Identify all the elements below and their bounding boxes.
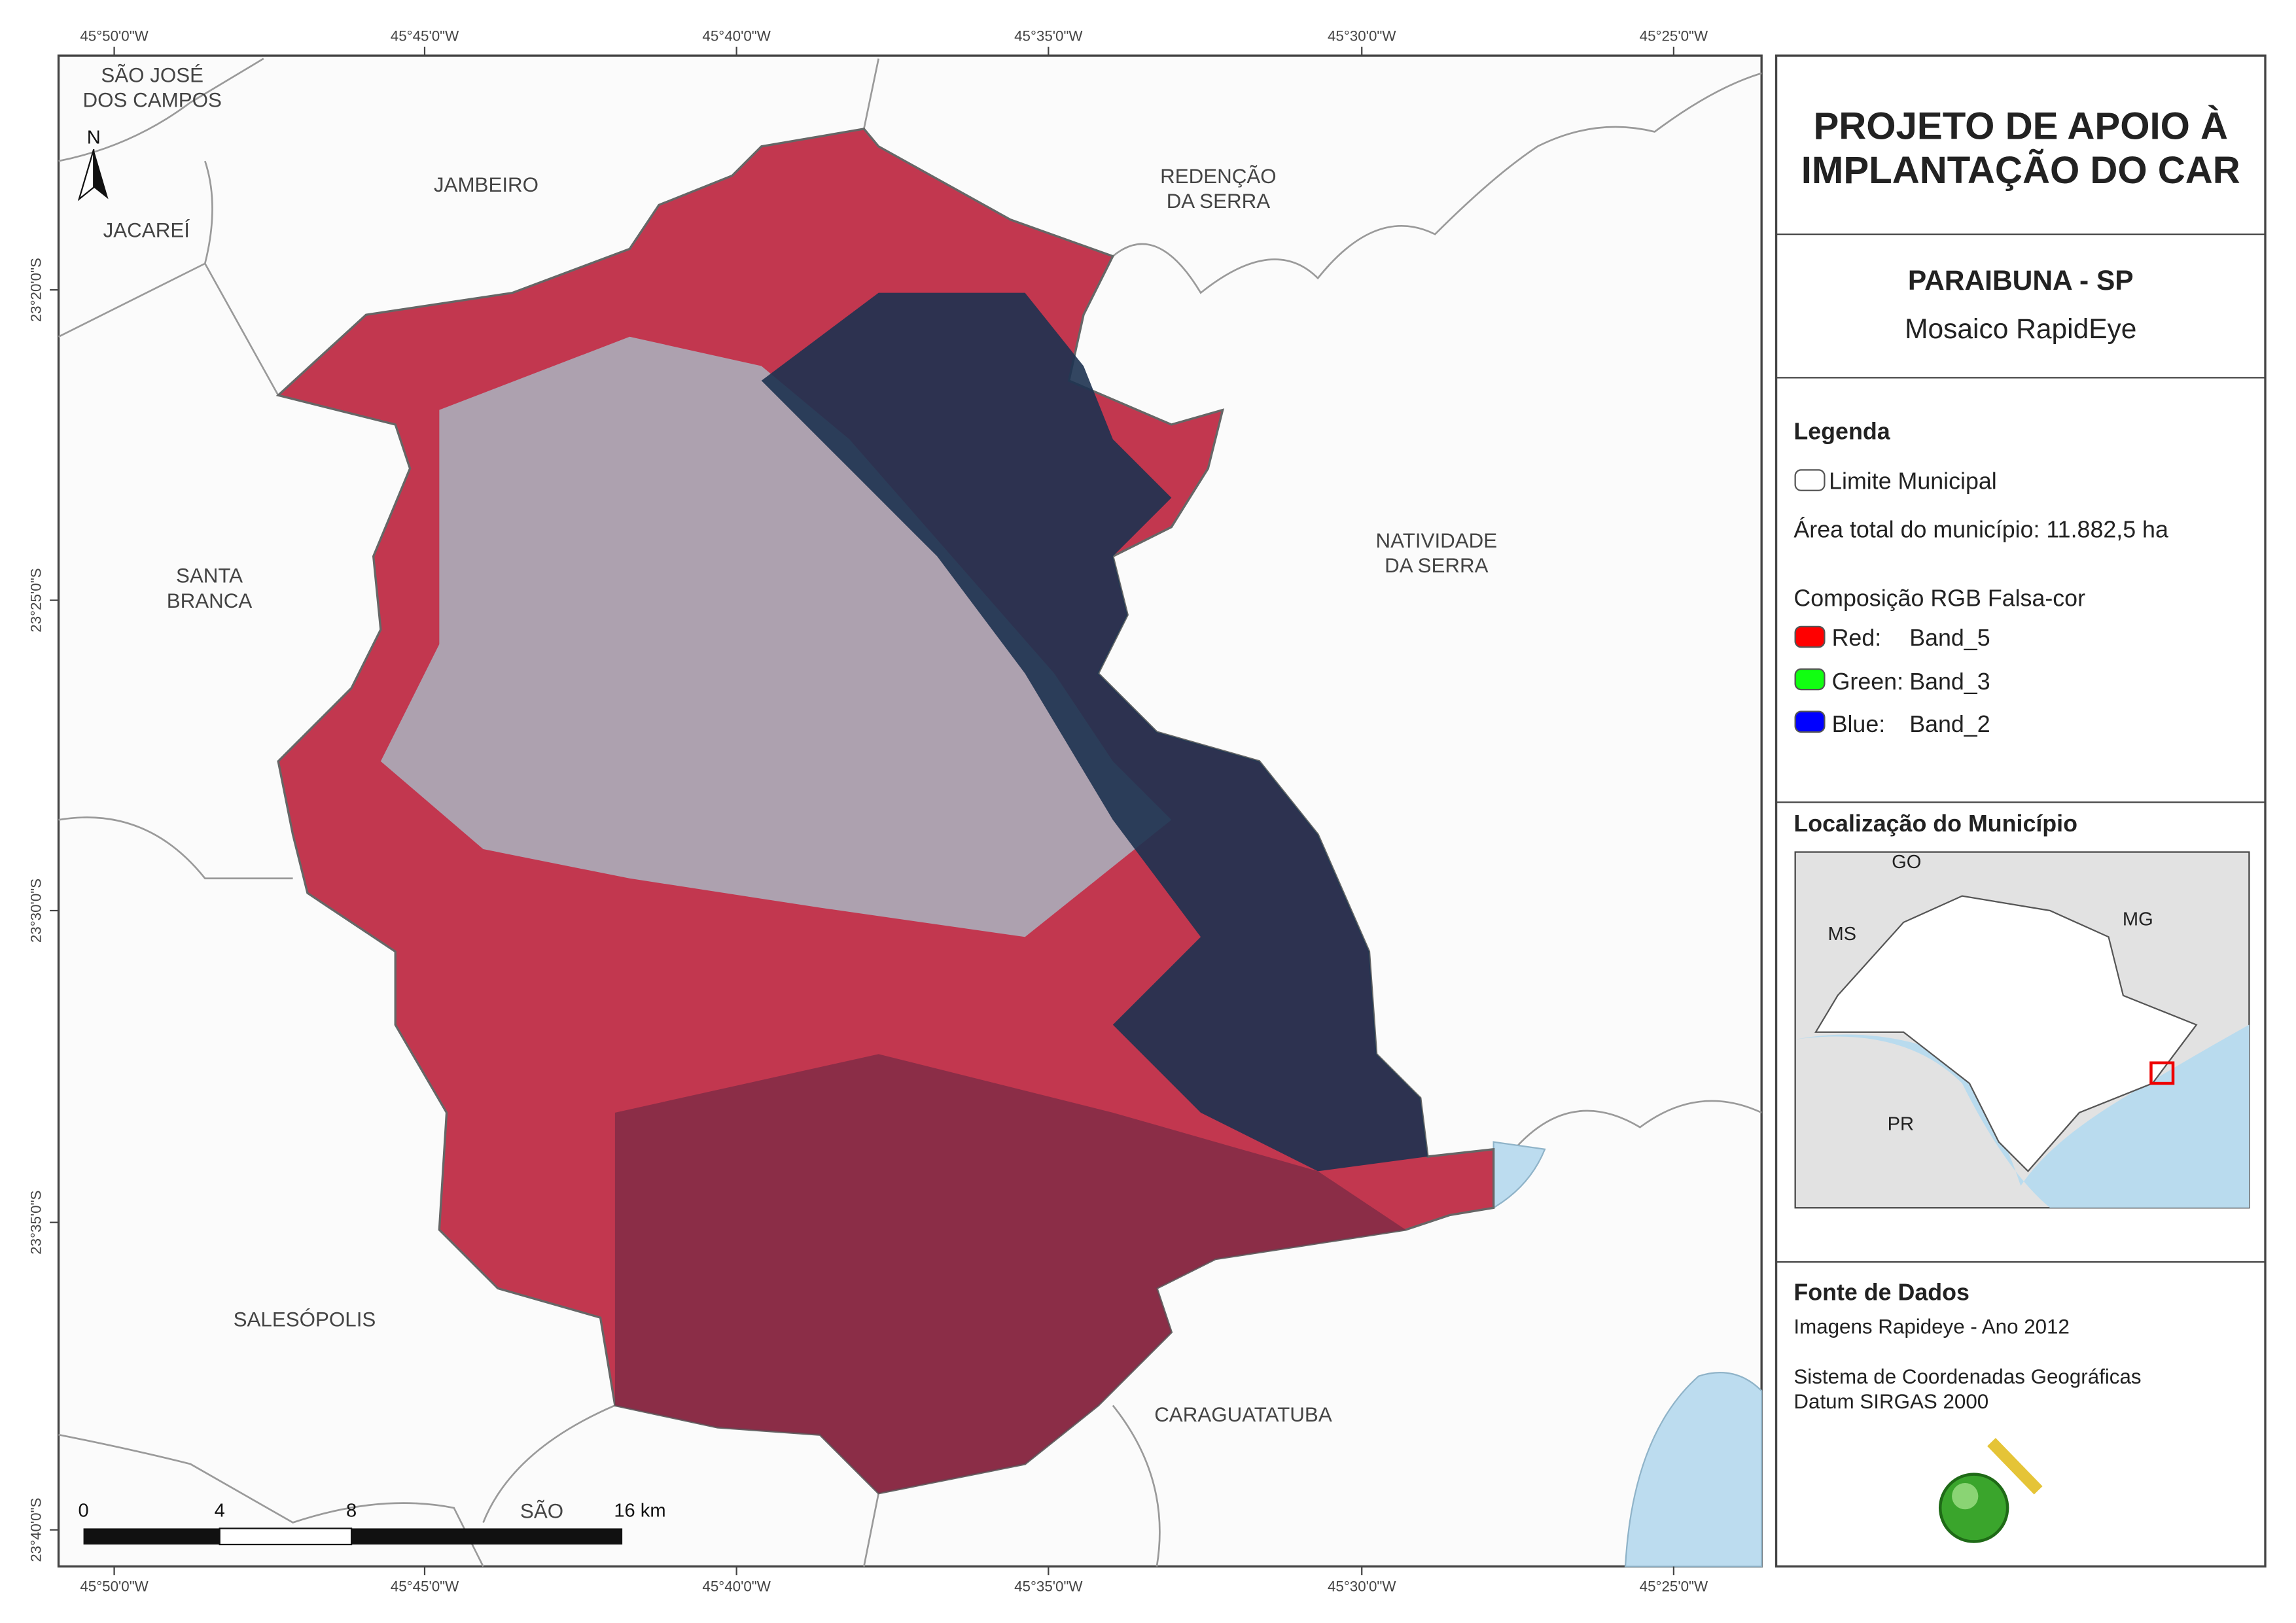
legend-channel: Green:: [1832, 669, 1903, 695]
coord-label: 23°40'0"S: [28, 1498, 44, 1562]
location-heading: Localização do Município: [1793, 811, 2077, 837]
source-line: Sistema de Coordenadas Geográficas: [1793, 1365, 2141, 1388]
place-label: JACAREÍ: [103, 219, 190, 242]
legend-composition: Composição RGB Falsa-cor: [1793, 585, 2085, 612]
legend-band: Band_5: [1909, 625, 1990, 651]
coord-label: 45°45'0"W: [391, 28, 459, 44]
reservoir: [761, 292, 1428, 1172]
coord-label: 45°50'0"W: [80, 28, 149, 44]
coord-label: 45°30'0"W: [1328, 28, 1396, 44]
legend-heading: Legenda: [1793, 418, 1890, 444]
inset-label: GO: [1892, 852, 1921, 873]
legend-swatch: [1794, 625, 1826, 648]
coord-label: 23°25'0"S: [28, 568, 44, 632]
logo-bar: [1987, 1438, 2043, 1495]
legend-swatch: [1794, 668, 1826, 691]
coord-label: 23°20'0"S: [28, 258, 44, 322]
coord-label: 45°25'0"W: [1640, 28, 1708, 44]
sea: [1624, 1372, 1763, 1567]
neighbour-boundaries: [58, 58, 1762, 1567]
scale-segment: [351, 1528, 623, 1545]
source-line: Datum SIRGAS 2000: [1793, 1390, 1988, 1413]
scale-label: 8: [346, 1500, 357, 1521]
sea: [1492, 1141, 1546, 1210]
coord-label: 45°45'0"W: [391, 1579, 459, 1595]
inset-sea: [1795, 1024, 2250, 1208]
panel-title: IMPLANTAÇÃO DO CAR: [1801, 149, 2240, 192]
logo-circle: [1938, 1473, 2009, 1543]
place-label: DOS CAMPOS: [83, 88, 222, 111]
legend-band: Band_2: [1909, 711, 1990, 737]
north-label: N: [87, 127, 101, 148]
scale-segment: [83, 1528, 220, 1545]
legend-swatch: [1794, 469, 1826, 491]
place-label: DA SERRA: [1385, 554, 1489, 577]
coord-label: 45°30'0"W: [1328, 1579, 1396, 1595]
legend-band: Band_3: [1909, 669, 1990, 695]
coord-label: 45°40'0"W: [702, 1579, 771, 1595]
panel-subtitle: Mosaico RapidEye: [1905, 314, 2136, 345]
scale-segment: [219, 1527, 353, 1546]
municipality-name: PARAIBUNA - SP: [1908, 266, 2134, 296]
side-panel: [1775, 54, 2267, 1568]
place-label: NATIVIDADE: [1376, 529, 1498, 552]
coord-label: 23°30'0"S: [28, 879, 44, 943]
coord-label: 45°25'0"W: [1640, 1579, 1708, 1595]
source-line: Imagens Rapideye - Ano 2012: [1793, 1316, 2069, 1338]
place-label: REDENÇÃO: [1160, 165, 1277, 188]
coord-label: 45°40'0"W: [702, 28, 771, 44]
scale-label: 0: [78, 1500, 88, 1521]
coord-label: 45°35'0"W: [1014, 1579, 1083, 1595]
place-label: SANTA: [176, 565, 243, 587]
place-label: SÃO: [520, 1500, 563, 1523]
place-label: CARAGUATATUBA: [1154, 1403, 1332, 1426]
image-dark-area: [614, 1054, 1406, 1493]
legend-item: Limite Municipal: [1829, 468, 1997, 494]
inset-label: PR: [1888, 1114, 1914, 1135]
scale-label: 16 km: [614, 1500, 665, 1521]
coord-label: 45°50'0"W: [80, 1579, 149, 1595]
scale-label: 4: [215, 1500, 225, 1521]
coordinate-labels: 45°50'0"W 45°45'0"W 45°40'0"W 45°35'0"W 45°3…: [28, 28, 1708, 1595]
legend-area: Área total do município: 11.882,5 ha: [1793, 516, 2168, 542]
inset-locator: [2149, 1061, 2175, 1085]
legend-channel: Blue:: [1832, 711, 1886, 737]
legend-swatch: [1794, 710, 1826, 733]
panel-title: PROJETO DE APOIO À: [1813, 105, 2228, 148]
coord-label: 45°35'0"W: [1014, 28, 1083, 44]
place-label: BRANCA: [167, 589, 253, 612]
sources-heading: Fonte de Dados: [1793, 1279, 1969, 1305]
place-label: JAMBEIRO: [434, 173, 539, 196]
place-label: DA SERRA: [1167, 190, 1271, 213]
place-label: SALESÓPOLIS: [234, 1308, 376, 1331]
coord-label: 23°35'0"S: [28, 1191, 44, 1255]
image-light-area: [380, 336, 1172, 937]
north-arrow: [94, 149, 109, 200]
place-label: SÃO JOSÉ: [101, 63, 203, 86]
legend-channel: Red:: [1832, 625, 1882, 651]
inset-label: MS: [1828, 924, 1856, 945]
inset-label: MG: [2123, 909, 2153, 930]
logo-highlight: [1952, 1483, 1979, 1510]
